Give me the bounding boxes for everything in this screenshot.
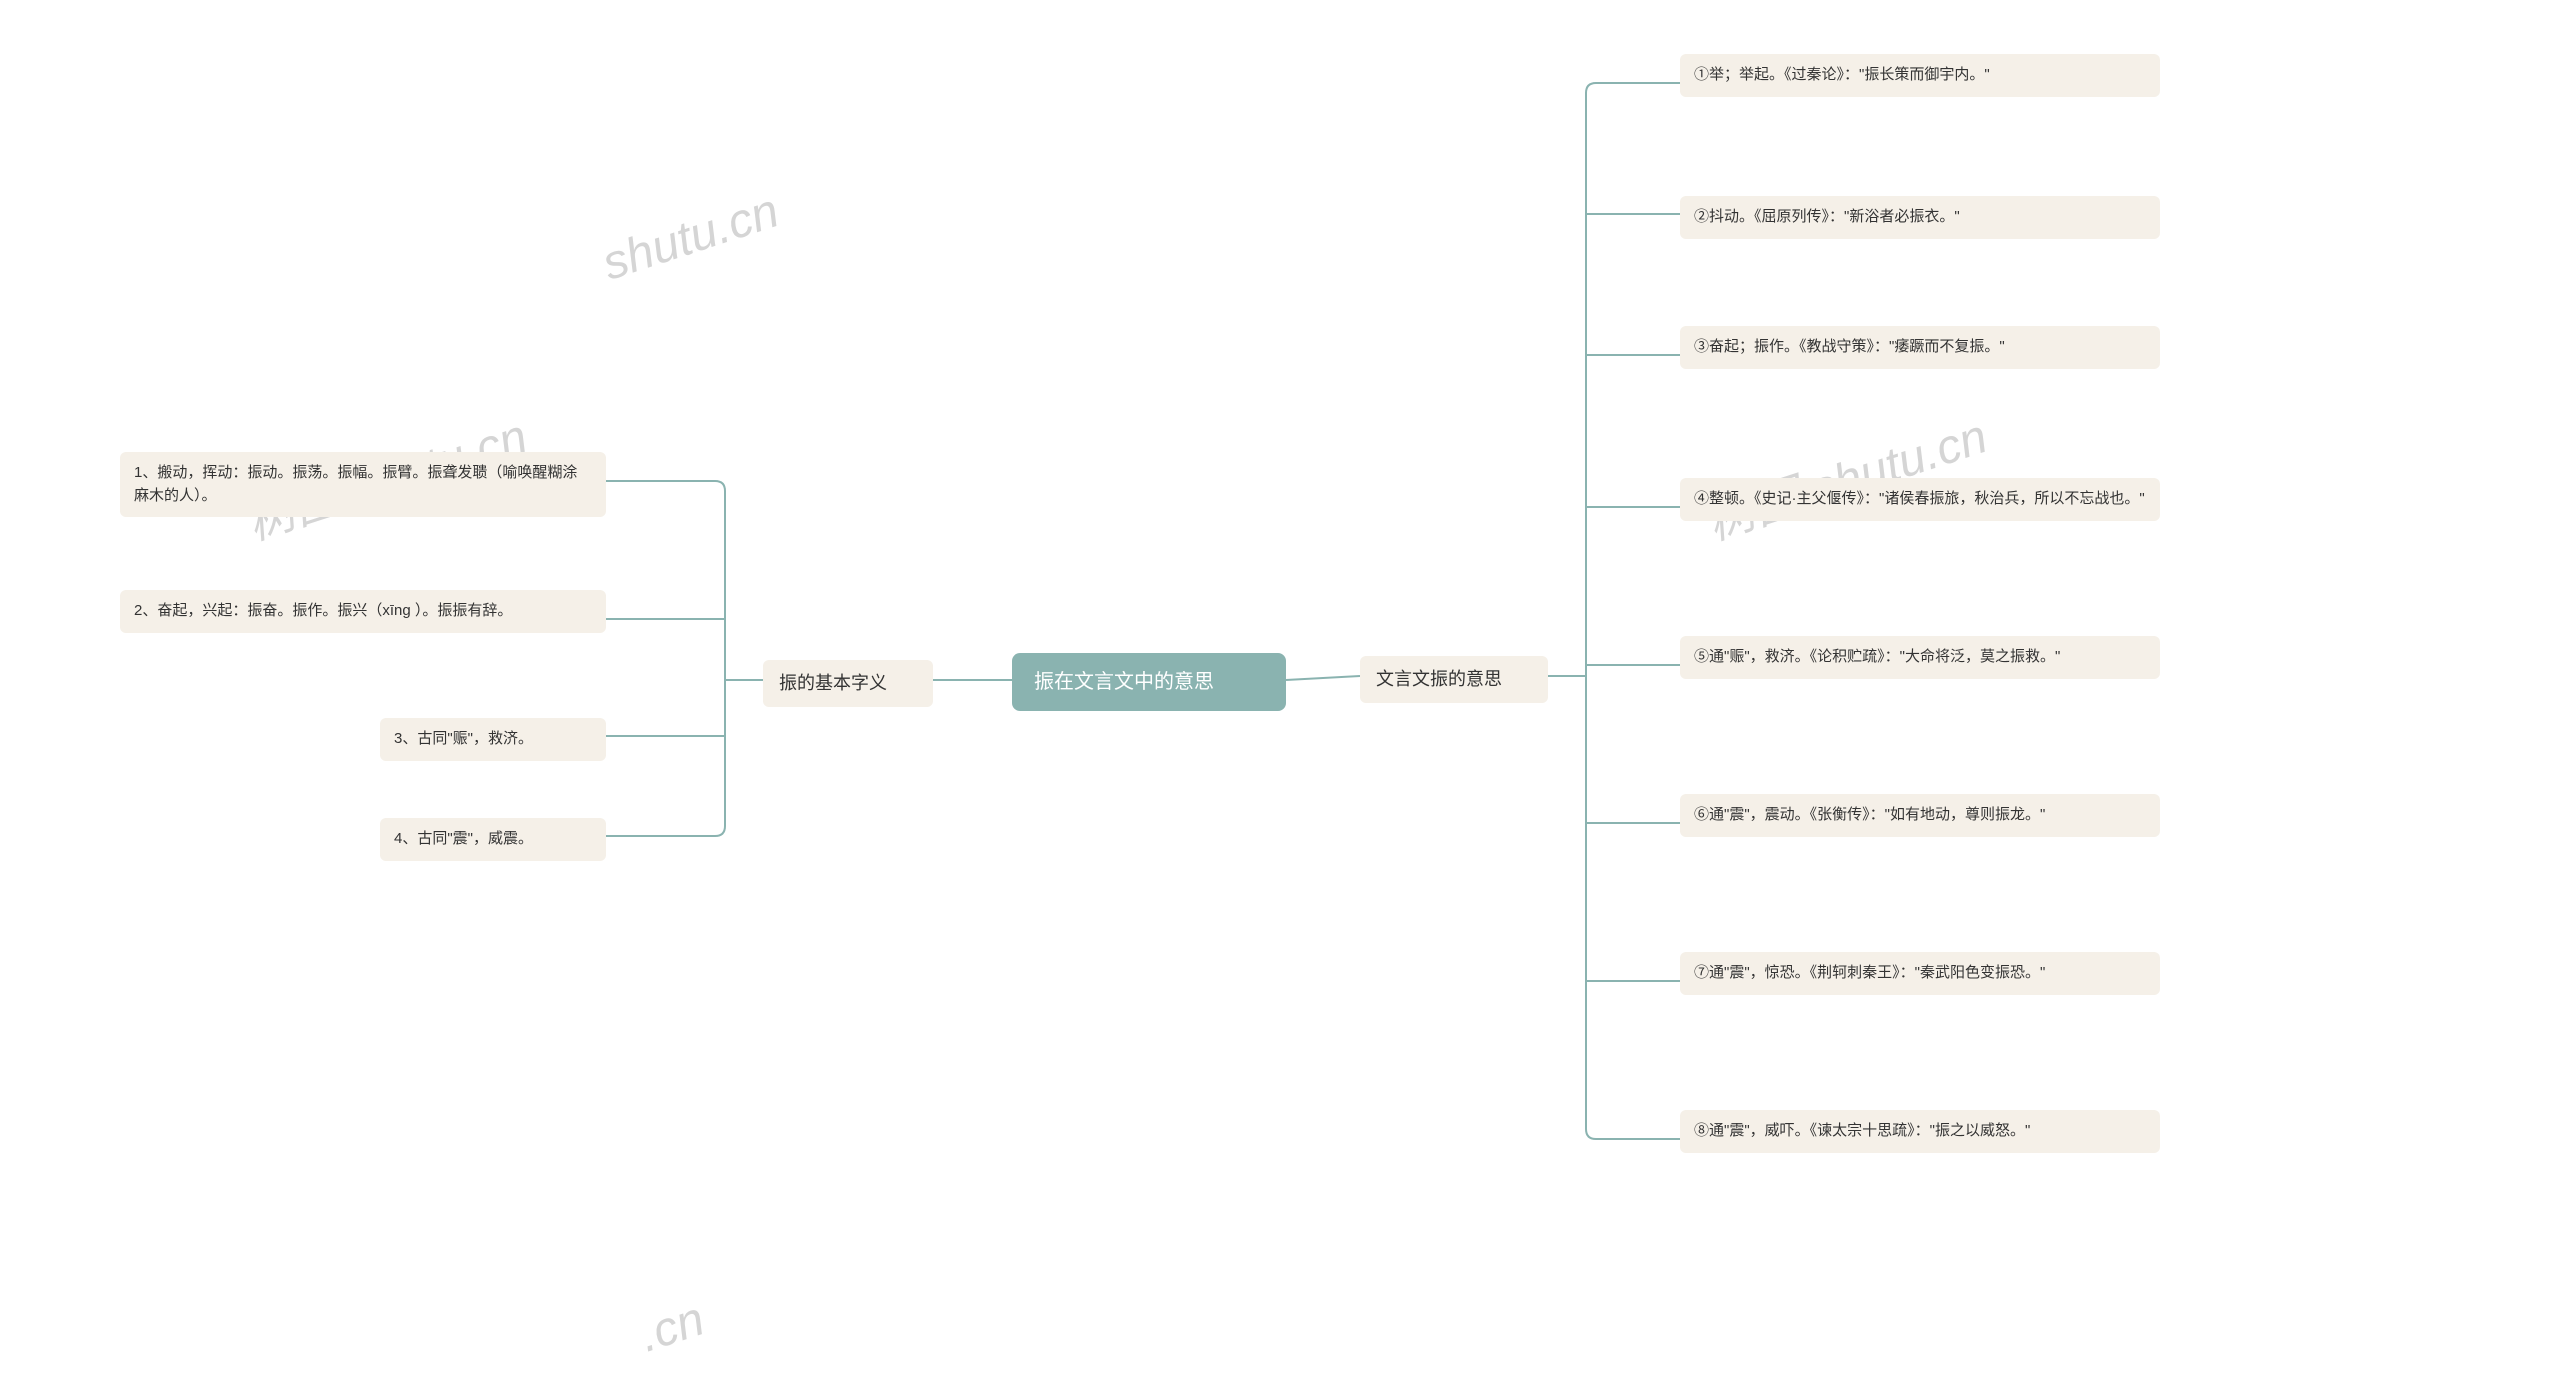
- right-leaf-label: ⑥通"震"，震动。《张衡传》："如有地动，尊则振龙。": [1694, 806, 2045, 823]
- right-leaf-label: ③奋起；振作。《教战守策》："痿蹶而不复振。": [1694, 338, 2005, 355]
- left-leaf[interactable]: 4、古同"震"，威震。: [380, 818, 606, 861]
- left-branch[interactable]: 振的基本字义: [763, 660, 933, 707]
- left-leaf[interactable]: 1、搬动，挥动：振动。振荡。振幅。振臂。振聋发聩（喻唤醒糊涂麻木的人）。: [120, 452, 606, 517]
- left-leaf-label: 2、奋起，兴起：振奋。振作。振兴（xīng ）。振振有辞。: [134, 602, 512, 619]
- right-leaf[interactable]: ③奋起；振作。《教战守策》："痿蹶而不复振。": [1680, 326, 2160, 369]
- right-leaf[interactable]: ②抖动。《屈原列传》："新浴者必振衣。": [1680, 196, 2160, 239]
- watermark: shutu.cn: [596, 183, 786, 291]
- connector: [1286, 676, 1360, 680]
- left-branch-label: 振的基本字义: [779, 673, 887, 693]
- right-leaf-label: ⑦通"震"，惊恐。《荆轲刺秦王》："秦武阳色变振恐。": [1694, 964, 2045, 981]
- right-leaf-label: ⑤通"赈"，救济。《论积贮疏》："大命将泛，莫之振救。": [1694, 648, 2060, 665]
- left-leaf-label: 1、搬动，挥动：振动。振荡。振幅。振臂。振聋发聩（喻唤醒糊涂麻木的人）。: [134, 464, 577, 504]
- right-leaf-label: ④整顿。《史记·主父偃传》："诸侯春振旅，秋治兵，所以不忘战也。": [1694, 490, 2145, 507]
- right-leaf[interactable]: ⑦通"震"，惊恐。《荆轲刺秦王》："秦武阳色变振恐。": [1680, 952, 2160, 995]
- connector: [1586, 83, 1596, 1139]
- right-leaf[interactable]: ⑧通"震"，威吓。《谏太宗十思疏》："振之以威怒。": [1680, 1110, 2160, 1153]
- watermark: 树图 shutu.cn: [1696, 397, 1994, 553]
- left-leaf[interactable]: 2、奋起，兴起：振奋。振作。振兴（xīng ）。振振有辞。: [120, 590, 606, 633]
- right-branch-label: 文言文振的意思: [1376, 669, 1502, 689]
- left-leaf[interactable]: 3、古同"赈"，救济。: [380, 718, 606, 761]
- right-branch[interactable]: 文言文振的意思: [1360, 656, 1548, 703]
- right-leaf-label: ①举；举起。《过秦论》："振长策而御宇内。": [1694, 66, 1990, 83]
- root-node-label: 振在文言文中的意思: [1034, 671, 1214, 693]
- right-leaf[interactable]: ⑥通"震"，震动。《张衡传》："如有地动，尊则振龙。": [1680, 794, 2160, 837]
- right-leaf[interactable]: ⑤通"赈"，救济。《论积贮疏》："大命将泛，莫之振救。": [1680, 636, 2160, 679]
- watermark: .cn: [633, 1291, 711, 1363]
- connector: [715, 481, 725, 836]
- right-leaf[interactable]: ①举；举起。《过秦论》："振长策而御宇内。": [1680, 54, 2160, 97]
- left-leaf-label: 3、古同"赈"，救济。: [394, 730, 533, 747]
- right-leaf-label: ②抖动。《屈原列传》："新浴者必振衣。": [1694, 208, 1960, 225]
- root-node[interactable]: 振在文言文中的意思: [1012, 653, 1286, 711]
- watermark-text: shutu.cn: [596, 184, 785, 290]
- right-leaf[interactable]: ④整顿。《史记·主父偃传》："诸侯春振旅，秋治兵，所以不忘战也。": [1680, 478, 2160, 521]
- watermark-text: .cn: [633, 1292, 710, 1362]
- left-leaf-label: 4、古同"震"，威震。: [394, 830, 533, 847]
- right-leaf-label: ⑧通"震"，威吓。《谏太宗十思疏》："振之以威怒。": [1694, 1122, 2030, 1139]
